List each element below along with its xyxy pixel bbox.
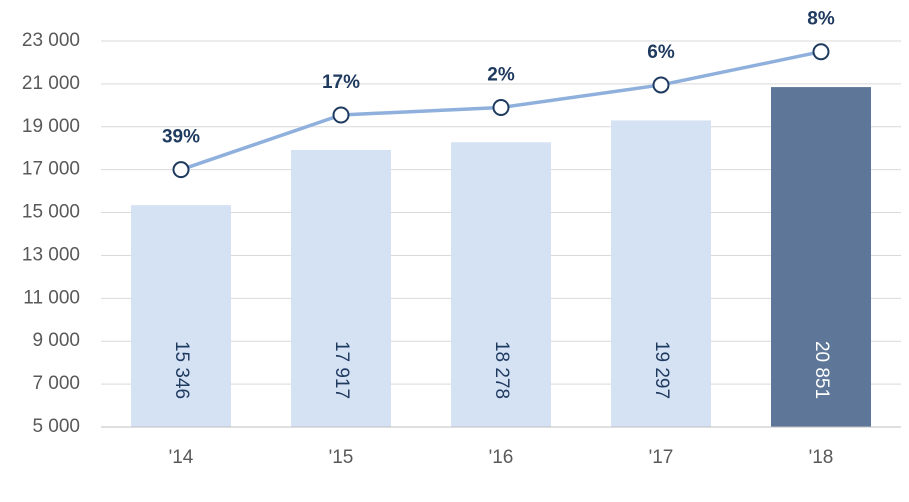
- y-tick-label: 19 000: [22, 116, 80, 137]
- bar: [771, 87, 871, 428]
- line-point: [172, 161, 190, 179]
- line-point: [332, 106, 350, 124]
- value-label: 17 917: [331, 341, 352, 399]
- x-tick-label: '14: [169, 447, 194, 468]
- value-label: 15 346: [171, 341, 192, 399]
- bar: [131, 205, 231, 427]
- bar: [611, 120, 711, 427]
- y-tick-label: 15 000: [22, 202, 80, 223]
- value-label: 19 297: [651, 341, 672, 399]
- y-tick-label: 9 000: [32, 330, 80, 351]
- bar: [291, 150, 391, 427]
- y-tick-label: 21 000: [22, 73, 80, 94]
- growth-label: 17%: [322, 72, 360, 93]
- line-point: [492, 98, 510, 116]
- x-tick-label: '17: [649, 447, 674, 468]
- y-tick-label: 5 000: [32, 416, 80, 437]
- growth-label: 2%: [487, 64, 515, 85]
- value-label: 20 851: [811, 341, 832, 399]
- x-tick-label: '18: [809, 447, 834, 468]
- value-label: 18 278: [491, 341, 512, 399]
- line-point: [652, 76, 670, 94]
- line-point: [812, 43, 830, 61]
- bar: [451, 142, 551, 427]
- y-tick-label: 17 000: [22, 159, 80, 180]
- y-tick-label: 13 000: [22, 244, 80, 265]
- y-tick-label: 11 000: [23, 287, 80, 308]
- x-tick-label: '15: [329, 447, 354, 468]
- x-tick-label: '16: [489, 447, 514, 468]
- growth-label: 6%: [647, 42, 675, 63]
- growth-label: 39%: [162, 127, 200, 148]
- y-tick-label: 7 000: [32, 373, 80, 394]
- growth-label: 8%: [807, 9, 835, 30]
- y-tick-label: 23 000: [22, 30, 80, 51]
